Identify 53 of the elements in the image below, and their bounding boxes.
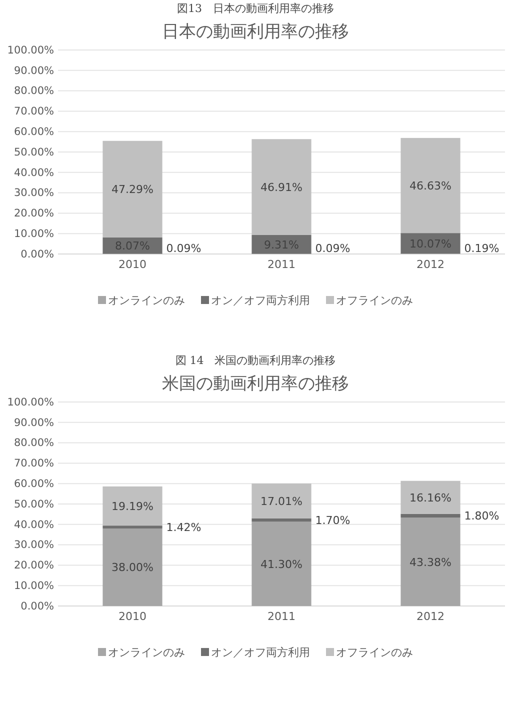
- y-tick-label: 90.00%: [14, 416, 54, 429]
- y-tick-label: 70.00%: [14, 106, 54, 118]
- text: 38.00%: [112, 561, 154, 574]
- y-tick-label: 0.00%: [20, 600, 54, 612]
- legend-label: オンラインのみ: [108, 646, 185, 659]
- x-tick-label: 2010: [118, 610, 146, 623]
- caption: 図13 日本の動画利用率の推移: [177, 2, 334, 15]
- y-tick-label: 70.00%: [14, 458, 54, 470]
- text: 46.63%: [410, 180, 452, 193]
- x-tick-label: 2011: [268, 610, 296, 623]
- text: 1.80%: [464, 510, 500, 523]
- x-tick-label: 2012: [416, 610, 444, 623]
- text: 0.09%: [166, 242, 202, 255]
- y-tick-label: 0.00%: [20, 248, 54, 260]
- y-tick-label: 10.00%: [14, 580, 54, 592]
- legend-label: オン／オフ両方利用: [211, 646, 310, 659]
- y-tick-label: 100.00%: [7, 44, 54, 56]
- text: 0.09%: [315, 242, 350, 255]
- text: 43.38%: [410, 556, 452, 569]
- text: 16.16%: [410, 491, 452, 504]
- text: 0.19%: [464, 242, 500, 255]
- y-tick-label: 10.00%: [14, 228, 54, 240]
- y-tick-label: 60.00%: [14, 478, 54, 490]
- text: 1.42%: [166, 521, 202, 534]
- chart-title: 日本の動画利用率の推移: [162, 22, 349, 42]
- y-tick-label: 50.00%: [14, 498, 54, 510]
- legend-label: オン／オフ両方利用: [211, 294, 310, 307]
- text: 47.29%: [112, 183, 154, 196]
- x-tick-label: 2012: [416, 258, 444, 271]
- chart-title: 米国の動画利用率の推移: [162, 374, 349, 394]
- y-tick-label: 30.00%: [14, 187, 54, 200]
- y-tick-label: 100.00%: [7, 396, 54, 408]
- text: 19.19%: [112, 500, 154, 514]
- y-tick-label: 30.00%: [14, 539, 54, 552]
- y-tick-label: 90.00%: [14, 64, 54, 77]
- y-tick-label: 40.00%: [14, 166, 54, 179]
- legend-label: オフラインのみ: [336, 646, 413, 659]
- y-tick-label: 20.00%: [14, 560, 54, 572]
- y-tick-label: 80.00%: [14, 437, 54, 450]
- y-tick-label: 80.00%: [14, 85, 54, 98]
- legend-label: オンラインのみ: [108, 294, 185, 307]
- text: 1.70%: [315, 514, 350, 528]
- text: 46.91%: [260, 180, 302, 194]
- y-tick-label: 60.00%: [14, 126, 54, 138]
- x-tick-label: 2010: [118, 258, 146, 271]
- text: 17.01%: [260, 494, 302, 508]
- text: 41.30%: [260, 558, 302, 571]
- y-tick-label: 40.00%: [14, 518, 54, 531]
- legend-label: オフラインのみ: [336, 294, 413, 307]
- y-tick-label: 20.00%: [14, 208, 54, 220]
- caption: 図 14 米国の動画利用率の推移: [175, 354, 336, 367]
- y-tick-label: 50.00%: [14, 146, 54, 158]
- x-tick-label: 2011: [268, 258, 296, 271]
